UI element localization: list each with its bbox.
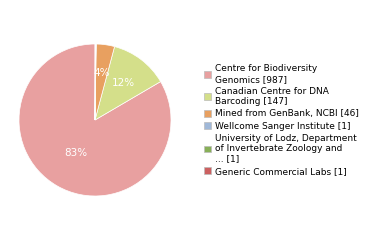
Text: 4%: 4% (93, 68, 110, 78)
Legend: Centre for Biodiversity
Genomics [987], Canadian Centre for DNA
Barcoding [147],: Centre for Biodiversity Genomics [987], … (204, 64, 359, 176)
Text: 83%: 83% (65, 148, 88, 158)
Wedge shape (95, 47, 161, 120)
Wedge shape (95, 44, 114, 120)
Wedge shape (95, 44, 96, 120)
Text: 12%: 12% (112, 78, 135, 88)
Wedge shape (19, 44, 171, 196)
Wedge shape (95, 44, 96, 120)
